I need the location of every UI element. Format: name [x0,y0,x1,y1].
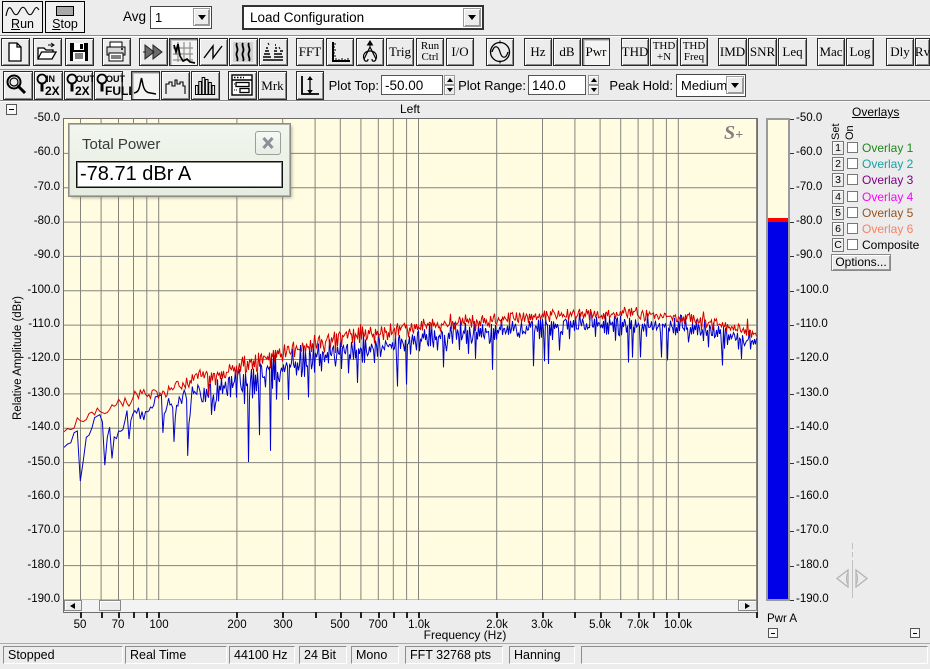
svg-text:Set: Set [830,123,842,140]
svg-text:On: On [844,125,856,140]
